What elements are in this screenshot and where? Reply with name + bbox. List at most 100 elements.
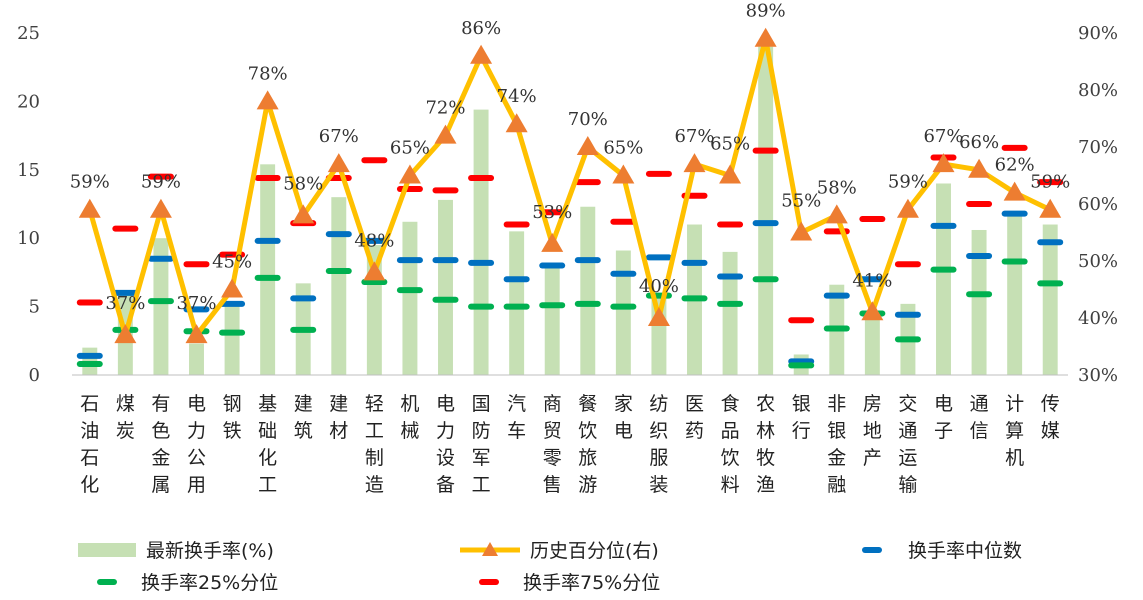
bar: [331, 197, 347, 375]
percentile-marker: [114, 324, 137, 344]
category-label: 交通运输: [898, 393, 917, 496]
percentile-label: 62%: [995, 155, 1035, 176]
category-label: 有色金属: [151, 393, 170, 496]
category-label: 家电: [614, 393, 633, 442]
axes: 0 5 10 15 20 25 30% 40% 50% 60% 70% 80% 90% 石油石化煤炭有色金…: [17, 23, 1118, 496]
percentile-line: [87, 36, 1052, 338]
bar: [473, 109, 489, 375]
bar: [971, 229, 987, 375]
category-label: 石油石化: [80, 393, 99, 496]
percentile-marker: [790, 221, 813, 241]
category-label: 钢铁: [223, 393, 242, 442]
percentile-label: 58%: [817, 177, 857, 198]
percentile-label: 66%: [959, 132, 999, 153]
percentile-marker: [896, 198, 919, 218]
percentile-label: 55%: [781, 191, 821, 212]
percentile-marker: [719, 164, 742, 184]
percentile-label: 65%: [603, 138, 643, 159]
percentile-marker: [221, 278, 244, 298]
category-label: 医药: [685, 393, 704, 442]
category-label: 轻工制造: [365, 393, 384, 496]
percentile-marker: [149, 198, 172, 218]
category-label: 基础化工: [258, 393, 277, 496]
bar: [438, 199, 453, 375]
category-label: 通信: [970, 393, 989, 442]
percentile-label: 41%: [852, 270, 892, 291]
category-label: 农林牧渔: [756, 393, 775, 496]
percentile-marker: [541, 232, 564, 252]
percentile-label: 59%: [888, 172, 928, 193]
percentile-marker: [825, 204, 848, 224]
percentile-label: 37%: [105, 293, 145, 314]
bar: [580, 206, 596, 375]
category-label: 电力设备: [436, 393, 455, 496]
bar: [224, 303, 240, 375]
bar: [615, 250, 631, 375]
category-label: 电力公用: [187, 393, 206, 496]
percentile-label: 78%: [248, 63, 288, 84]
y-left-tick-label: 15: [17, 160, 40, 181]
percentile-marker: [683, 153, 706, 173]
category-label: 机械: [400, 393, 419, 442]
percentile-marker: [78, 198, 101, 218]
category-label: 建筑: [294, 393, 313, 442]
percentile-label: 89%: [746, 1, 786, 22]
bar: [189, 343, 204, 375]
percentile-marker: [612, 164, 635, 184]
percentile-label: 59%: [1030, 172, 1070, 193]
percentile-labels: 59% 37% 59% 37% 45% 78% 58% 67% 48% 65% 72% 86% 74% 5…: [70, 1, 1070, 314]
line-series-percentile: [78, 27, 1062, 344]
category-label: 银行: [792, 393, 811, 442]
y-left-tick-label: 25: [17, 23, 40, 44]
bar: [260, 164, 276, 375]
percentile-marker: [327, 153, 350, 173]
category-label: 电子: [934, 393, 953, 442]
percentile-marker: [292, 204, 315, 224]
percentile-label: 45%: [212, 252, 252, 273]
percentile-label: 70%: [568, 109, 608, 130]
percentile-label: 37%: [176, 293, 216, 314]
percentile-marker: [576, 136, 599, 155]
percentile-marker: [861, 301, 884, 321]
bar: [1042, 224, 1058, 375]
percentile-label: 59%: [141, 172, 181, 193]
bar: [722, 251, 738, 375]
percentile-marker: [505, 113, 528, 133]
y-right-tick-label: 40%: [1078, 308, 1118, 329]
category-label: 建材: [329, 393, 348, 442]
y-left-tick-label: 5: [29, 297, 40, 318]
percentile-label: 53%: [532, 202, 572, 223]
percentile-marker: [398, 164, 421, 184]
y-left-tick-label: 20: [17, 91, 40, 112]
percentile-label: 58%: [283, 173, 323, 194]
category-label: 餐饮旅游: [578, 393, 597, 496]
percentile-marker: [754, 27, 777, 47]
dash-series-group: [76, 144, 1064, 369]
y-right-tick-label: 80%: [1078, 80, 1118, 101]
y-right-tick-label: 70%: [1078, 137, 1118, 158]
category-label: 商贸零售: [543, 393, 562, 496]
category-label: 传媒: [1041, 393, 1060, 442]
category-label: 国防军工: [472, 393, 491, 496]
percentile-marker: [256, 90, 279, 110]
category-label: 煤炭: [116, 393, 135, 442]
y-right-tick-label: 90%: [1078, 23, 1118, 44]
y-left-tick-label: 10: [17, 228, 40, 249]
percentile-marker: [363, 261, 386, 281]
category-label: 食品饮料: [721, 393, 740, 496]
percentile-marker: [932, 153, 955, 173]
bar: [153, 238, 169, 375]
y-left-tick-label: 0: [29, 365, 40, 386]
bar: [758, 46, 774, 376]
percentile-label: 40%: [639, 276, 679, 297]
category-label: 纺织服装: [649, 393, 668, 496]
percentile-marker: [185, 324, 208, 344]
percentile-label: 72%: [425, 98, 465, 119]
category-label: 计算机: [1005, 393, 1024, 469]
percentile-marker: [647, 307, 670, 326]
bar: [1007, 210, 1023, 375]
percentile-label: 74%: [497, 86, 537, 107]
percentile-label: 59%: [70, 172, 110, 193]
bar: [864, 313, 880, 375]
